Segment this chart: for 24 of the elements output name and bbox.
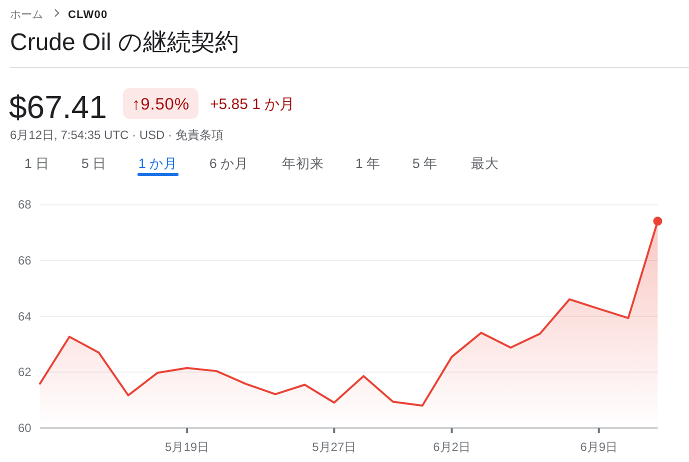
text: +5.85 1 か月 bbox=[210, 96, 295, 113]
y-tick-label: 62 bbox=[18, 365, 32, 380]
text: 最大 bbox=[471, 156, 499, 171]
x-tick-label: 5月19日 bbox=[165, 440, 210, 454]
y-tick-label: 64 bbox=[18, 309, 32, 324]
text: 5 年 bbox=[412, 156, 438, 171]
text: 1 か月 bbox=[138, 156, 178, 171]
text: 6 か月 bbox=[209, 156, 249, 171]
text: 年初来 bbox=[282, 156, 324, 171]
text: ↑9.50% bbox=[132, 96, 190, 114]
x-tick-label: 6月2日 bbox=[433, 440, 470, 454]
text: CLW00 bbox=[68, 9, 108, 21]
y-tick-label: 60 bbox=[18, 421, 32, 435]
y-tick-label: 66 bbox=[18, 254, 32, 268]
text: $67.41 bbox=[9, 89, 107, 125]
text: 6月12日, 7:54:35 UTC · USD · 免責条項 bbox=[10, 128, 224, 142]
text: 1 日 bbox=[24, 156, 50, 171]
text: ホーム bbox=[10, 9, 43, 21]
text: 1 年 bbox=[355, 156, 381, 171]
y-tick-label: 68 bbox=[18, 198, 32, 212]
chart-title: Crude Oil の継続契約 bbox=[10, 29, 240, 56]
text: 5 日 bbox=[81, 156, 107, 171]
x-tick-label: 6月9日 bbox=[580, 440, 618, 454]
x-tick-label: 5月27日 bbox=[312, 440, 356, 454]
